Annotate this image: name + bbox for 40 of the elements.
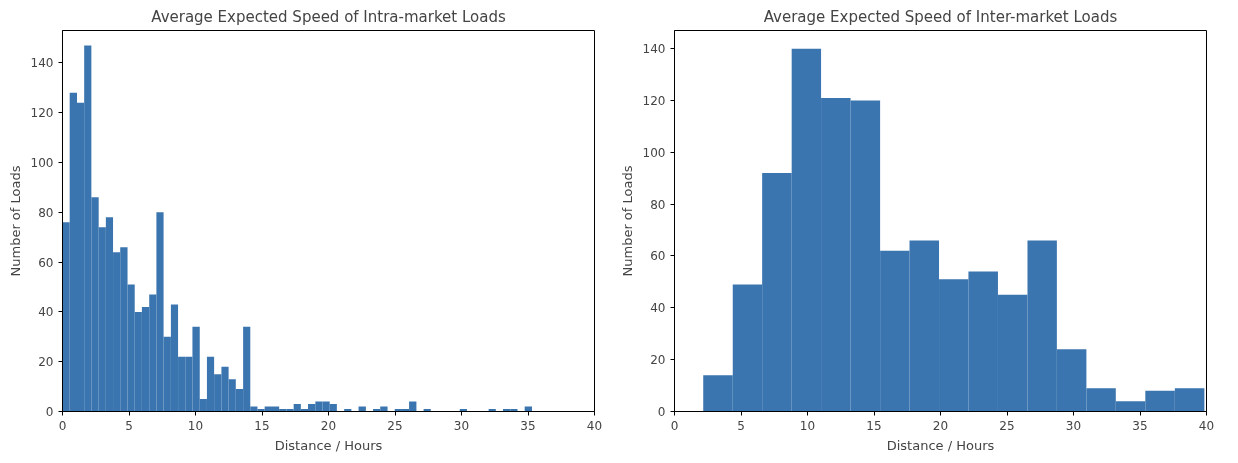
x-tick-label: 10 (799, 418, 816, 433)
y-tick-label: 80 (650, 197, 666, 212)
y-axis-title: Number of Loads (7, 165, 23, 277)
y-tick-label: 20 (650, 353, 666, 368)
y-tick-label: 80 (38, 205, 54, 220)
x-tick-label: 20 (932, 418, 949, 433)
x-tick-label: 25 (387, 418, 403, 433)
y-tick-label: 120 (30, 106, 54, 121)
x-tick-label: 5 (125, 418, 133, 433)
y-tick-label: 40 (650, 301, 666, 316)
x-tick-label: 5 (737, 418, 745, 433)
y-tick-label: 0 (657, 405, 666, 419)
x-tick-label: 30 (1065, 418, 1082, 433)
x-tick-label: 35 (1132, 418, 1148, 433)
y-tick-label: 60 (650, 249, 666, 264)
y-tick-label: 60 (38, 255, 54, 270)
x-tick-label: 0 (670, 418, 679, 433)
x-tick-label: 40 (1198, 418, 1215, 433)
x-tick-label: 15 (866, 418, 882, 433)
chart-title: Average Expected Speed of Inter-market Loads (763, 7, 1118, 26)
x-tick-label: 0 (58, 418, 67, 433)
y-tick-label: 140 (30, 56, 54, 71)
y-tick-label: 100 (642, 145, 666, 160)
x-tick-label: 35 (520, 418, 536, 433)
y-tick-label: 40 (38, 305, 54, 320)
x-axis-title: Distance / Hours (274, 437, 383, 453)
y-tick-label: 120 (642, 93, 666, 108)
x-tick-label: 20 (320, 418, 337, 433)
chart-title: Average Expected Speed of Intra-market Loads (151, 7, 506, 26)
x-axis-title: Distance / Hours (886, 437, 995, 453)
x-tick-label: 30 (453, 418, 470, 433)
x-tick-label: 25 (999, 418, 1015, 433)
y-axis-title: Number of Loads (619, 165, 635, 277)
x-tick-label: 15 (254, 418, 270, 433)
y-tick-label: 20 (38, 355, 54, 370)
y-tick-label: 0 (45, 405, 54, 419)
x-tick-label: 40 (586, 418, 603, 433)
x-tick-label: 10 (187, 418, 204, 433)
y-tick-label: 100 (30, 155, 54, 170)
y-tick-label: 140 (642, 42, 666, 57)
